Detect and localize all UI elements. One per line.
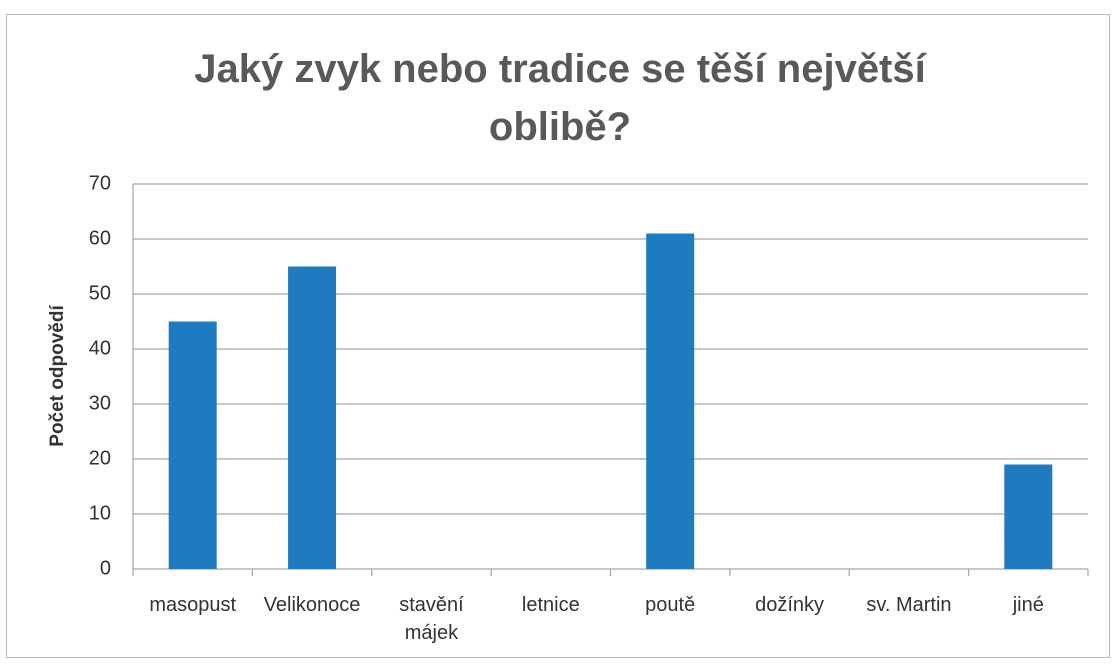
bar	[168, 321, 217, 569]
y-tick-label: 10	[89, 502, 111, 524]
chart-title: Jaký zvyk nebo tradice se těší největší …	[194, 47, 926, 149]
bar	[288, 266, 337, 569]
chart-frame	[6, 14, 1110, 658]
y-tick-label: 70	[89, 172, 111, 194]
y-tick-label: 50	[89, 282, 111, 304]
y-tick-label: 30	[89, 392, 111, 414]
x-tick-label: poutě	[645, 594, 696, 616]
x-tick-label: letnice	[521, 594, 580, 616]
x-tick-label: sv. Martin	[866, 594, 952, 616]
y-tick-label: 20	[89, 447, 111, 469]
bar	[646, 233, 695, 569]
x-tick-label: jiné	[1012, 594, 1044, 616]
x-tick-label: Velikonoce	[263, 594, 361, 616]
x-tick-label: stavění májek	[399, 594, 464, 644]
y-tick-label: 0	[100, 557, 111, 579]
y-tick-label: 40	[89, 337, 111, 359]
x-tick-label: masopust	[149, 594, 237, 616]
y-tick-label: 60	[89, 227, 111, 249]
bar	[1004, 464, 1053, 569]
x-tick-label: dožínky	[755, 594, 825, 616]
